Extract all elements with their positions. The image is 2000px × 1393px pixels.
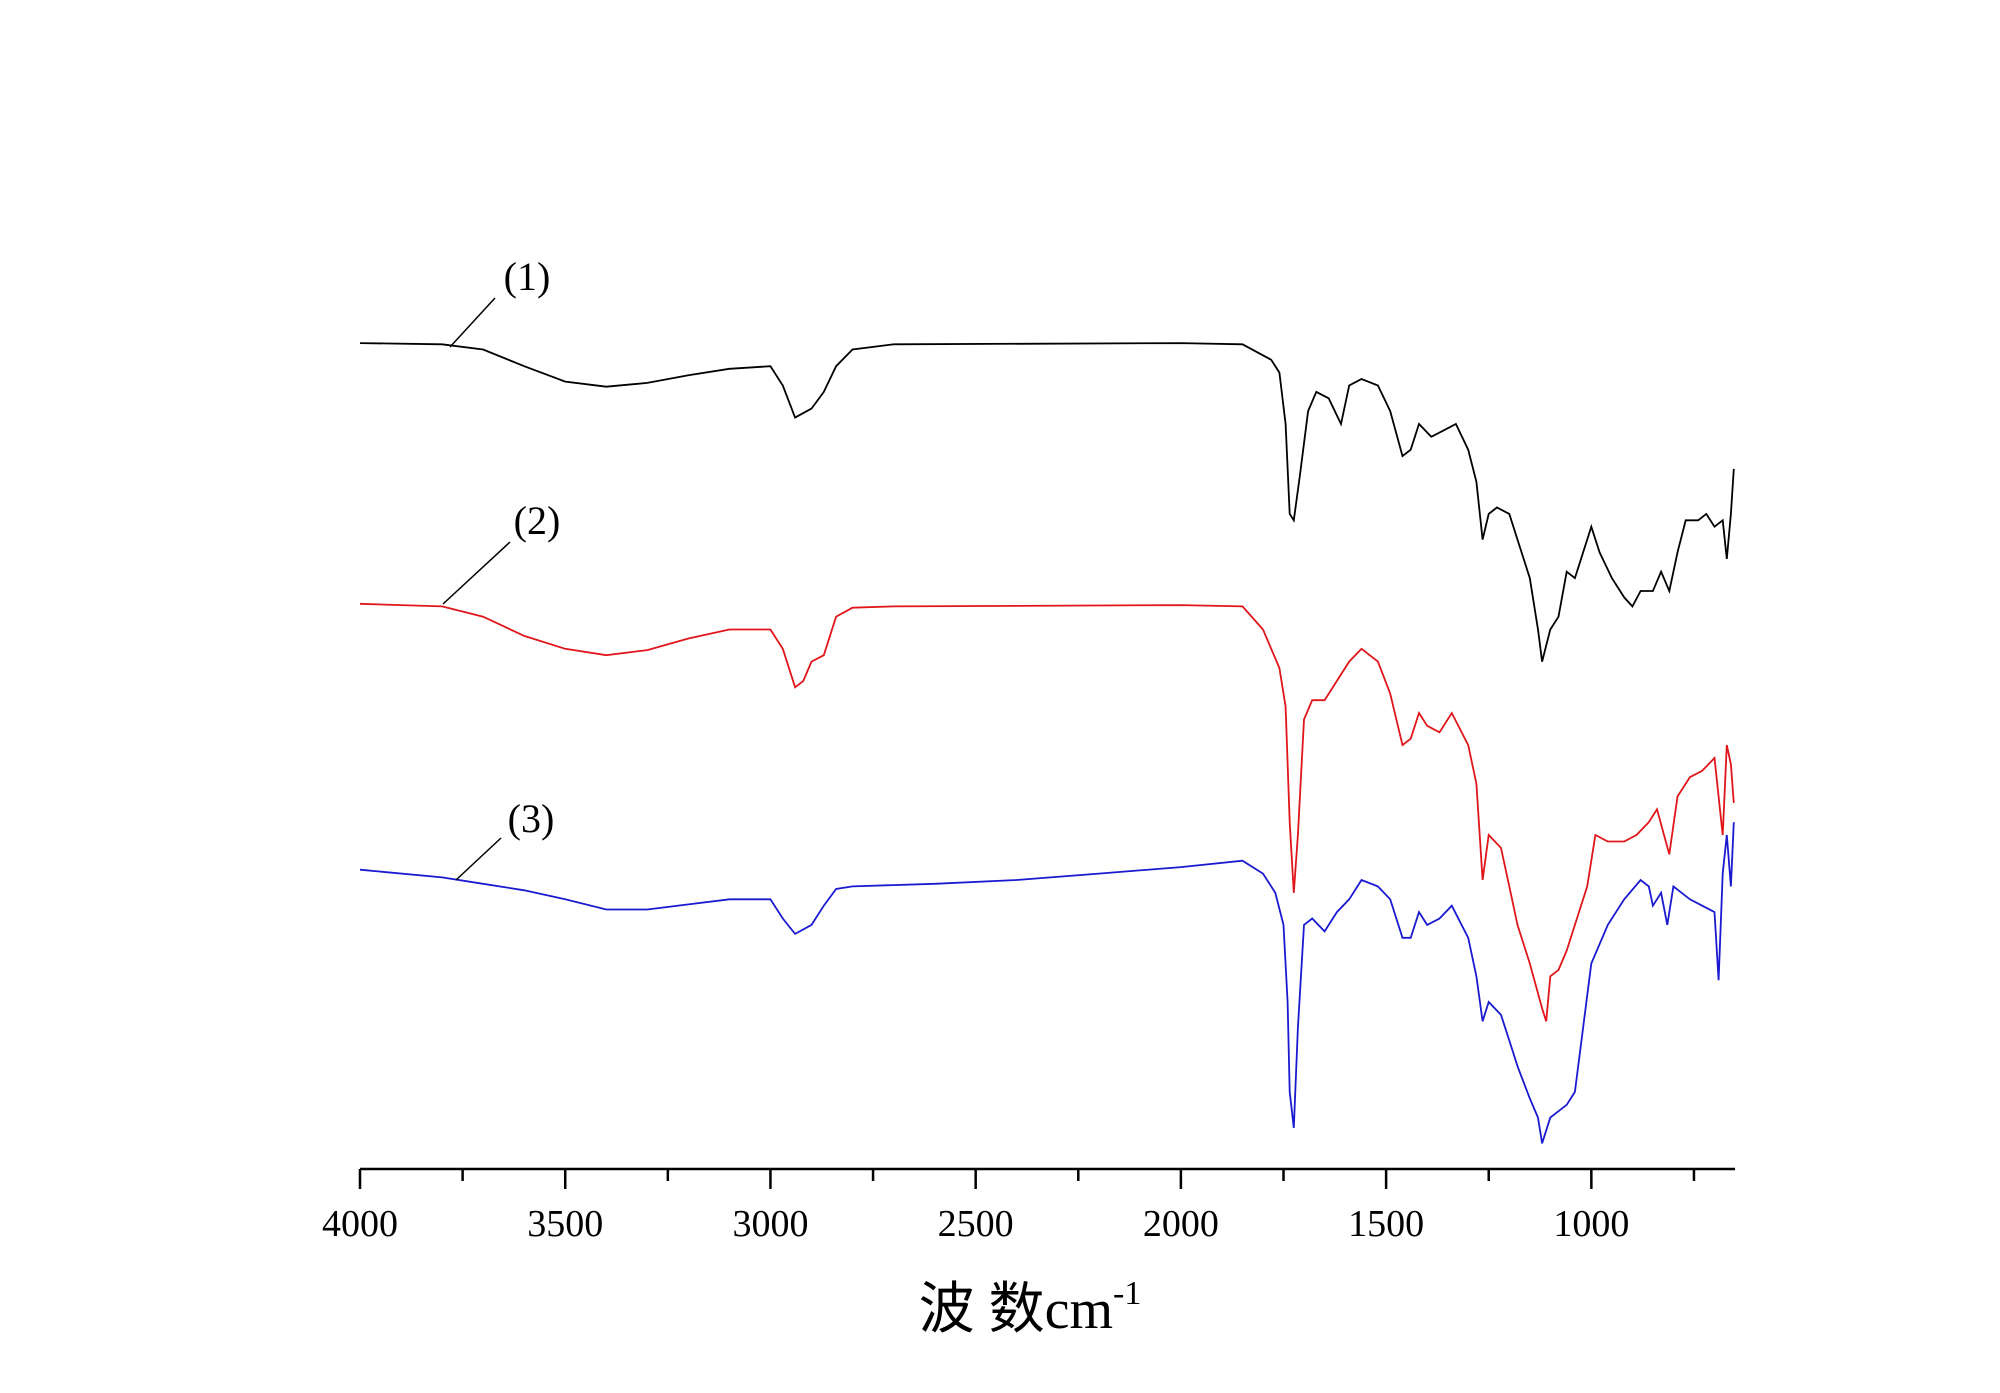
x-tick-label: 2000 — [1143, 1203, 1219, 1245]
x-axis-label-exponent: -1 — [1113, 1275, 1141, 1312]
series-label-leader — [442, 541, 511, 605]
x-axis-label: 波 数cm-1 — [919, 1275, 1142, 1341]
x-tick-label: 3000 — [732, 1203, 808, 1245]
spectrum-line — [359, 822, 1735, 1144]
x-tick-label: 1500 — [1348, 1203, 1424, 1245]
x-axis-label-text: 波 数cm — [919, 1279, 1113, 1341]
x-tick-label: 3500 — [527, 1203, 603, 1245]
series-label-leader — [449, 297, 496, 348]
series-label-leader — [455, 837, 502, 881]
spectrum-line — [359, 602, 1735, 1022]
spectrum-line — [359, 342, 1735, 662]
series-label: (2) — [514, 498, 561, 543]
x-tick-label: 1000 — [1553, 1203, 1629, 1245]
series-label: (1) — [504, 254, 551, 299]
x-tick-label: 4000 — [322, 1203, 398, 1245]
series-label: (3) — [508, 796, 555, 841]
x-tick-label: 2500 — [938, 1203, 1014, 1245]
